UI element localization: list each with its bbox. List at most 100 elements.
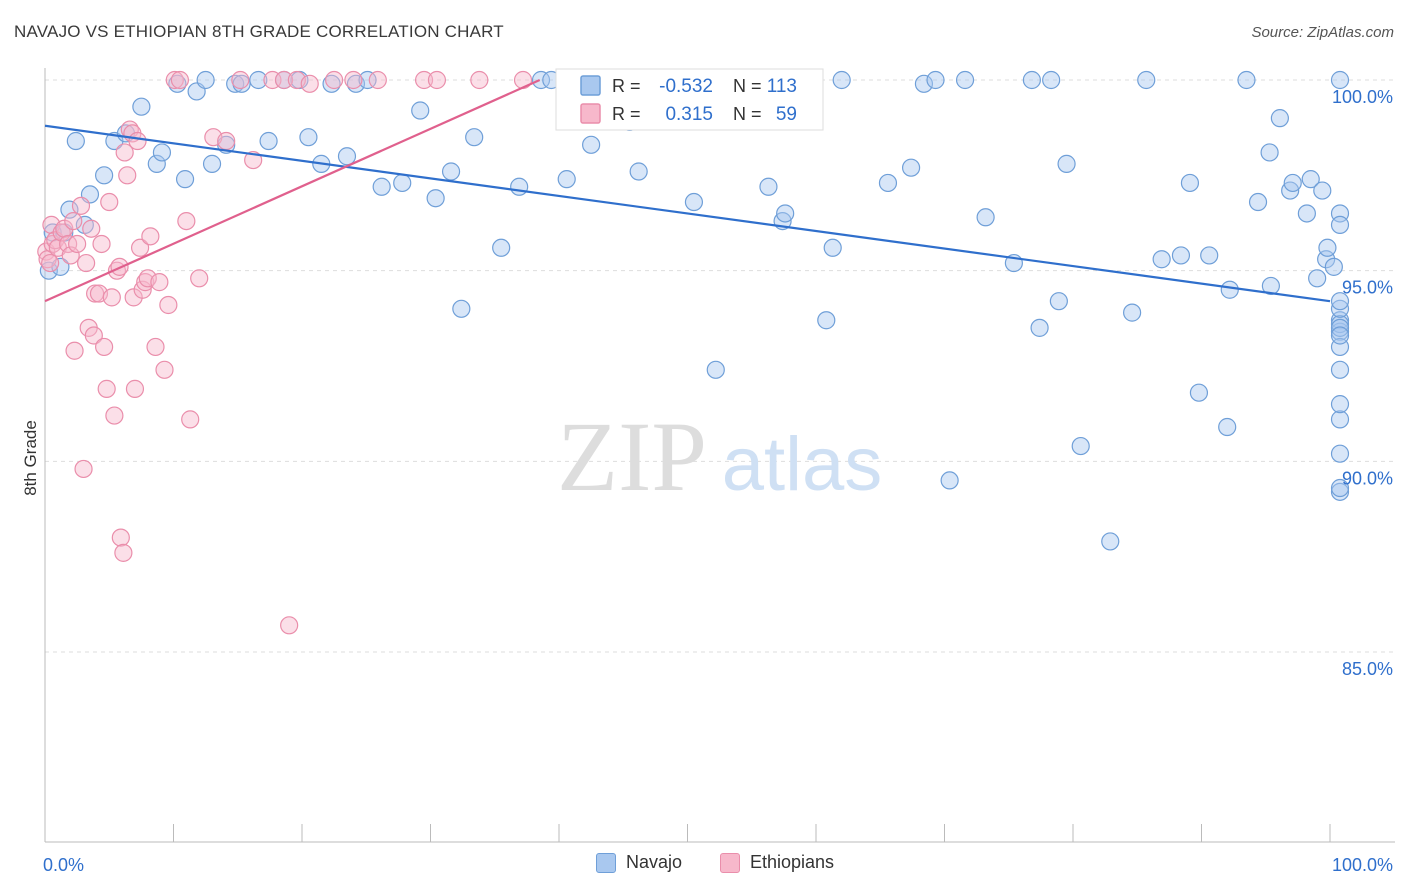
ethiopians-point xyxy=(68,234,87,254)
legend-navajo-r-label: R = xyxy=(612,76,641,96)
navajo-point xyxy=(1123,303,1142,322)
legend-ethiopians-r-label: R = xyxy=(612,104,641,124)
ethiopians-point xyxy=(100,192,119,212)
watermark-zip: ZIP xyxy=(557,401,707,512)
ethiopians-point xyxy=(61,246,80,265)
trend-lines xyxy=(44,78,1331,303)
navajo-point xyxy=(372,177,391,196)
legend-ethiopians-r-value: 0.315 xyxy=(665,104,713,125)
ethiopians-point xyxy=(190,269,209,288)
legend-bottom: Navajo Ethiopians xyxy=(0,852,1406,878)
navajo-point xyxy=(817,311,836,330)
ethiopians-point xyxy=(181,410,200,429)
ethiopians-point xyxy=(77,253,96,273)
navajo-point xyxy=(1330,326,1350,345)
ethiopians-point xyxy=(118,166,137,185)
navajo-point xyxy=(1220,280,1239,299)
ethiopians-point xyxy=(300,74,319,93)
ethiopians-point xyxy=(125,379,145,398)
navajo-point xyxy=(531,70,551,90)
navajo-point xyxy=(1237,70,1256,90)
navajo-point xyxy=(955,70,975,90)
navajo-point xyxy=(1260,143,1279,162)
navajo-point xyxy=(299,128,318,147)
navajo-point xyxy=(95,166,114,185)
navajo-point xyxy=(940,471,959,490)
ethiopians-point xyxy=(146,337,165,357)
navajo-point xyxy=(66,131,85,151)
legend-bottom-navajo: Navajo xyxy=(596,852,682,873)
navajo-point xyxy=(452,299,471,318)
y-tick-label: 95.0% xyxy=(1342,278,1393,298)
ethiopians-point xyxy=(95,337,114,357)
navajo-point xyxy=(132,97,151,116)
navajo-point xyxy=(926,70,945,90)
navajo-point xyxy=(1049,292,1068,311)
navajo-point xyxy=(411,101,430,120)
navajo-point xyxy=(1071,436,1090,456)
ethiopians-point xyxy=(150,273,169,292)
navajo-point xyxy=(557,170,576,189)
navajo-point xyxy=(259,131,278,151)
navajo-point xyxy=(510,177,529,196)
ethiopians-point xyxy=(141,227,160,246)
navajo-point xyxy=(901,158,921,177)
y-axis-label: 8th Grade xyxy=(21,420,40,496)
navajo-point xyxy=(832,70,851,90)
ethiopians-point xyxy=(41,253,60,273)
legend-ethiopians-n-label: N = xyxy=(733,104,762,124)
navajo-point xyxy=(1261,276,1280,296)
navajo-point xyxy=(1180,173,1200,193)
navajo-point xyxy=(582,135,601,154)
ethiopians-point xyxy=(74,459,93,479)
navajo-point xyxy=(1248,192,1268,212)
navajo-point xyxy=(202,154,222,173)
chart-title: NAVAJO VS ETHIOPIAN 8TH GRADE CORRELATIO… xyxy=(14,22,504,41)
legend-ethiopians-swatch xyxy=(580,103,601,124)
navajo-point xyxy=(426,189,445,208)
axes xyxy=(44,68,1395,843)
legend-ethiopians-n-value: 59 xyxy=(776,104,797,125)
navajo-point xyxy=(759,177,778,196)
navajo-point xyxy=(249,70,268,90)
y-tick-label: 85.0% xyxy=(1342,659,1393,679)
navajo-point xyxy=(1308,269,1327,288)
navajo-trend-line xyxy=(44,124,1331,303)
ethiopians-point xyxy=(71,196,91,215)
legend-bottom-navajo-label: Navajo xyxy=(626,852,683,872)
navajo-point xyxy=(358,70,377,90)
navajo-point xyxy=(1330,215,1350,235)
navajo-point xyxy=(1171,246,1191,265)
navajo-point xyxy=(914,74,934,93)
ethiopians-point xyxy=(102,288,121,307)
legend-bottom-ethiopians-swatch xyxy=(720,852,740,873)
ethiopians-point xyxy=(138,269,157,288)
y-tick-label: 90.0% xyxy=(1342,468,1393,488)
watermark: ZIP atlas xyxy=(557,401,882,512)
ethiopians-point xyxy=(111,528,130,547)
navajo-point xyxy=(393,173,412,193)
navajo-point xyxy=(1330,322,1350,341)
ethiopians-trend-line xyxy=(44,78,541,303)
navajo-point xyxy=(1152,250,1171,269)
ethiopians-point xyxy=(130,238,150,257)
ethiopians-point xyxy=(325,70,344,90)
navajo-point xyxy=(976,208,995,227)
ethiopians-point xyxy=(177,211,196,231)
ethiopians-point xyxy=(170,70,190,90)
navajo-point xyxy=(1101,532,1120,551)
ethiopians-point xyxy=(165,70,184,90)
x-tick-label: 0.0% xyxy=(43,855,84,875)
ethiopians-point xyxy=(105,406,124,425)
ethiopians-point xyxy=(82,219,101,238)
navajo-point xyxy=(1022,70,1041,90)
navajo-point xyxy=(706,360,725,379)
navajo-point xyxy=(147,154,166,173)
navajo-point xyxy=(152,143,172,162)
navajo-point xyxy=(1270,109,1289,128)
navajo-point xyxy=(1313,181,1332,200)
ethiopians-point xyxy=(231,70,250,90)
ethiopians-point xyxy=(65,341,84,360)
legend-navajo-r-value: -0.532 xyxy=(659,76,713,97)
